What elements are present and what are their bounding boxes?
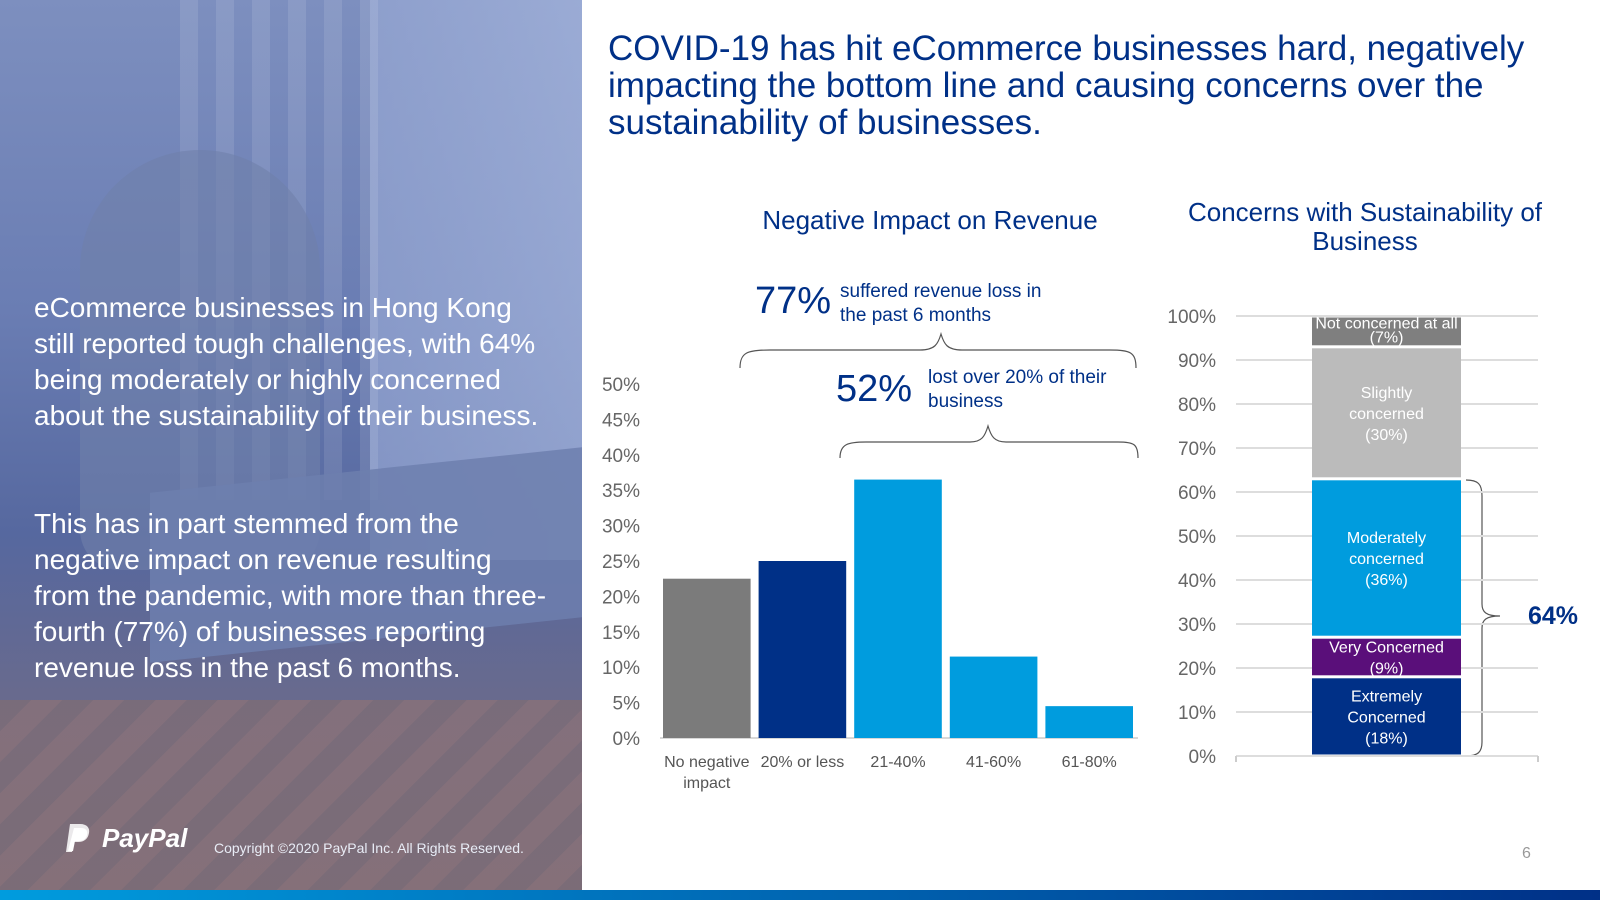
stack-segment-label: Slightly concerned (30%): [1349, 385, 1424, 444]
revenue-loss-caption: suffered revenue loss in the past 6 mont…: [840, 281, 1042, 326]
stack-segment: [1312, 638, 1461, 676]
concerned-total-percent: 64%: [1528, 602, 1579, 630]
over-20-loss-percent: 52%: [836, 368, 913, 410]
y-tick-label: 90%: [1178, 351, 1216, 372]
y-tick-label: 40%: [602, 446, 640, 467]
y-tick-label: 0%: [1189, 747, 1217, 768]
revenue-bar-chart: 0% 5% 10% 15% 20% 25% 30% 35% 40% 45% 50% No negati…: [602, 375, 1138, 792]
y-tick-label: 20%: [1178, 659, 1216, 680]
page-number: 6: [1522, 845, 1531, 862]
stack-segment: [1312, 348, 1461, 478]
bar: [854, 479, 942, 738]
y-tick-label: 100%: [1167, 307, 1216, 328]
y-tick-label: 5%: [613, 694, 641, 715]
bar: [1045, 706, 1133, 738]
y-tick-label: 0%: [613, 729, 641, 750]
paypal-logo: PayPal: [64, 822, 187, 854]
y-tick-label: 50%: [602, 375, 640, 396]
y-tick-label: 35%: [602, 481, 640, 502]
stack-segment-label: Extremely Concerned (18%): [1347, 688, 1425, 747]
brace-77: [739, 331, 1137, 369]
x-category-label: No negative impact: [664, 754, 749, 792]
summary-paragraph-2: This has in part stemmed from the negati…: [34, 508, 547, 683]
sustainability-chart-title: Concerns with Sustainability of Business: [1187, 197, 1543, 256]
wood-floor: [0, 700, 582, 890]
bar: [758, 561, 847, 738]
sustainability-stacked-chart: 0% 10% 20% 30% 40% 50% 60% 70% 80% 90% 100% Extreme…: [1167, 307, 1539, 768]
stack-segment-label: Moderately concerned (36%): [1347, 530, 1426, 589]
stack-segment: [1312, 480, 1461, 636]
revenue-chart-title: Negative Impact on Revenue: [762, 205, 1098, 235]
y-tick-label: 45%: [602, 410, 640, 431]
y-tick-label: 60%: [1178, 483, 1216, 504]
y-tick-label: 15%: [602, 623, 640, 644]
paypal-p-icon: [66, 824, 90, 852]
summary-paragraph-1: eCommerce businesses in Hong Kong still …: [34, 292, 539, 431]
copyright-text: Copyright ©2020 PayPal Inc. All Rights R…: [214, 840, 524, 856]
brace-52: [839, 423, 1139, 459]
hero-photo-panel: eCommerce businesses in Hong Kong still …: [0, 0, 582, 890]
y-tick-label: 20%: [602, 587, 640, 608]
y-tick-label: 40%: [1178, 571, 1216, 592]
stack-segment-label: Not concerned at all (7%): [1315, 315, 1457, 346]
x-category-label: 61-80%: [1062, 754, 1117, 771]
stack-segment: [1312, 678, 1461, 755]
over-20-loss-caption: lost over 20% of their business: [928, 367, 1107, 412]
y-tick-label: 80%: [1178, 395, 1216, 416]
y-tick-label: 70%: [1178, 439, 1216, 460]
y-tick-label: 30%: [1178, 615, 1216, 636]
stack-segment-label: Very Concerned (9%): [1329, 640, 1444, 678]
bar: [663, 578, 751, 738]
y-tick-label: 10%: [1178, 703, 1216, 724]
y-tick-label: 10%: [602, 658, 640, 679]
stack-segment: [1312, 317, 1461, 346]
x-category-label: 41-60%: [966, 754, 1021, 771]
bottom-accent-bar: [0, 890, 1600, 900]
brace-64: [1465, 479, 1501, 757]
x-category-label: 21-40%: [870, 754, 925, 771]
revenue-loss-percent: 77%: [755, 280, 832, 322]
y-tick-label: 25%: [602, 552, 640, 573]
y-tick-label: 50%: [1178, 527, 1216, 548]
x-category-label: 20% or less: [761, 754, 845, 771]
paypal-wordmark: PayPal: [102, 822, 188, 853]
y-tick-label: 30%: [602, 517, 640, 538]
page-title: COVID-19 has hit eCommerce businesses ha…: [608, 29, 1525, 142]
bar: [949, 656, 1038, 738]
